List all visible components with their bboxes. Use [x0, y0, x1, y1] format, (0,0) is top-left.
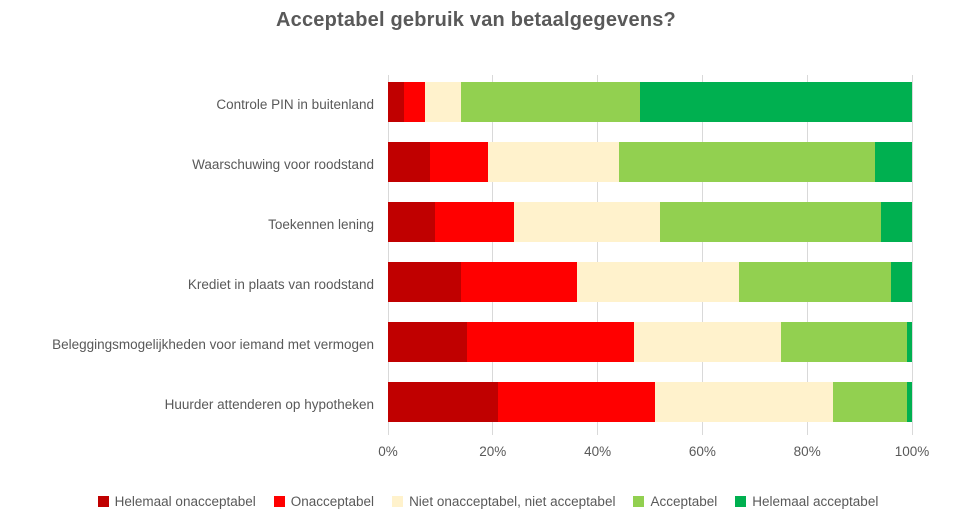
- legend-swatch-icon: [97, 496, 109, 507]
- category-label: Huurder attenderen op hypotheken: [164, 396, 374, 412]
- category-label-row: Krediet in plaats van roodstand: [0, 255, 374, 315]
- bar-segment-helemaal-onacceptabel: [388, 202, 436, 242]
- bar-segment-helemaal-acceptabel: [906, 322, 912, 362]
- bar-segment-niet-onacceptabel-niet-acceptabel: [424, 82, 462, 122]
- bar-row: [388, 255, 912, 315]
- stacked-bar: [388, 262, 912, 302]
- category-label-row: Controle PIN in buitenland: [0, 75, 374, 135]
- bar-segment-acceptabel: [461, 82, 640, 122]
- bar-segment-helemaal-acceptabel: [891, 262, 912, 302]
- gridline: [597, 75, 599, 435]
- x-axis: 0% 20% 40% 60% 80% 100%: [378, 444, 929, 464]
- stacked-bar: [388, 202, 912, 242]
- category-axis: Controle PIN in buitenland Waarschuwing v…: [0, 75, 374, 435]
- gridline: [911, 75, 913, 435]
- category-label-row: Waarschuwing voor roodstand: [0, 135, 374, 195]
- legend-swatch-icon: [633, 496, 645, 507]
- bar-segment-onacceptabel: [435, 202, 514, 242]
- gridline: [492, 75, 494, 435]
- legend-swatch-icon: [735, 496, 747, 507]
- gridline: [806, 75, 808, 435]
- x-tick-label: 40%: [584, 444, 612, 459]
- stacked-bar: [388, 142, 912, 182]
- legend-label: Helemaal acceptabel: [752, 494, 879, 509]
- category-label-row: Huurder attenderen op hypotheken: [0, 375, 374, 435]
- bar-segment-helemaal-onacceptabel: [388, 322, 467, 362]
- bar-segment-helemaal-acceptabel: [875, 142, 912, 182]
- bar-segment-helemaal-onacceptabel: [388, 262, 462, 302]
- bar-segment-niet-onacceptabel-niet-acceptabel: [655, 382, 834, 422]
- bar-row: [388, 315, 912, 375]
- bar-segment-helemaal-onacceptabel: [388, 142, 430, 182]
- bar-segment-niet-onacceptabel-niet-acceptabel: [513, 202, 661, 242]
- category-label-row: Toekennen lening: [0, 195, 374, 255]
- stacked-bar: [388, 322, 912, 362]
- gridline: [701, 75, 703, 435]
- bar-segment-onacceptabel: [403, 82, 425, 122]
- stacked-bar: [388, 82, 912, 122]
- bar-segment-helemaal-onacceptabel: [388, 382, 499, 422]
- bar-segment-onacceptabel: [498, 382, 656, 422]
- bar-segment-helemaal-acceptabel: [906, 382, 912, 422]
- gridline: [387, 75, 389, 435]
- bar-segment-helemaal-acceptabel: [639, 82, 912, 122]
- legend-item: Helemaal acceptabel: [735, 494, 878, 509]
- category-label: Waarschuwing voor roodstand: [192, 156, 374, 172]
- legend-label: Niet onacceptabel, niet acceptabel: [409, 494, 616, 509]
- x-tick-label: 0%: [378, 444, 398, 459]
- bar-row: [388, 195, 912, 255]
- category-label: Krediet in plaats van roodstand: [187, 276, 374, 292]
- bar-segment-acceptabel: [739, 262, 892, 302]
- bar-row: [388, 375, 912, 435]
- legend-item: Niet onacceptabel, niet acceptabel: [392, 494, 615, 509]
- legend-item: Acceptabel: [633, 494, 717, 509]
- legend-swatch-icon: [392, 496, 404, 507]
- category-label: Controle PIN in buitenland: [216, 96, 374, 112]
- bar-segment-acceptabel: [618, 142, 876, 182]
- legend: Helemaal onacceptabel Onacceptabel Niet on…: [0, 494, 976, 509]
- bar-segment-onacceptabel: [461, 262, 577, 302]
- bar-segment-niet-onacceptabel-niet-acceptabel: [576, 262, 740, 302]
- category-label-row: Beleggingsmogelijkheden voor iemand met …: [0, 315, 374, 375]
- bar-row: [388, 135, 912, 195]
- bar-segment-acceptabel: [780, 322, 907, 362]
- legend-label: Onacceptabel: [290, 494, 375, 509]
- bar-segment-acceptabel: [833, 382, 907, 422]
- x-tick-label: 60%: [688, 444, 716, 459]
- legend-label: Helemaal onacceptabel: [114, 494, 256, 509]
- category-label: Beleggingsmogelijkheden voor iemand met …: [52, 336, 374, 352]
- bar-segment-onacceptabel: [429, 142, 488, 182]
- x-tick-label: 80%: [793, 444, 821, 459]
- category-label: Toekennen lening: [268, 216, 374, 232]
- legend-item: Onacceptabel: [273, 494, 375, 509]
- plot-area: [387, 75, 913, 435]
- stacked-bar: [388, 382, 912, 422]
- legend-swatch-icon: [273, 496, 285, 507]
- legend-item: Helemaal onacceptabel: [97, 494, 256, 509]
- legend-label: Acceptabel: [650, 494, 718, 509]
- x-tick-label: 100%: [894, 444, 930, 459]
- bar-segment-niet-onacceptabel-niet-acceptabel: [487, 142, 619, 182]
- bar-row: [388, 75, 912, 135]
- chart-title: Acceptabel gebruik van betaalgegevens?: [276, 9, 676, 31]
- bar-segment-onacceptabel: [466, 322, 635, 362]
- bar-segment-acceptabel: [660, 202, 881, 242]
- bar-segment-helemaal-acceptabel: [880, 202, 912, 242]
- bar-segment-helemaal-onacceptabel: [388, 82, 404, 122]
- x-tick-label: 20%: [479, 444, 507, 459]
- bar-segment-niet-onacceptabel-niet-acceptabel: [634, 322, 781, 362]
